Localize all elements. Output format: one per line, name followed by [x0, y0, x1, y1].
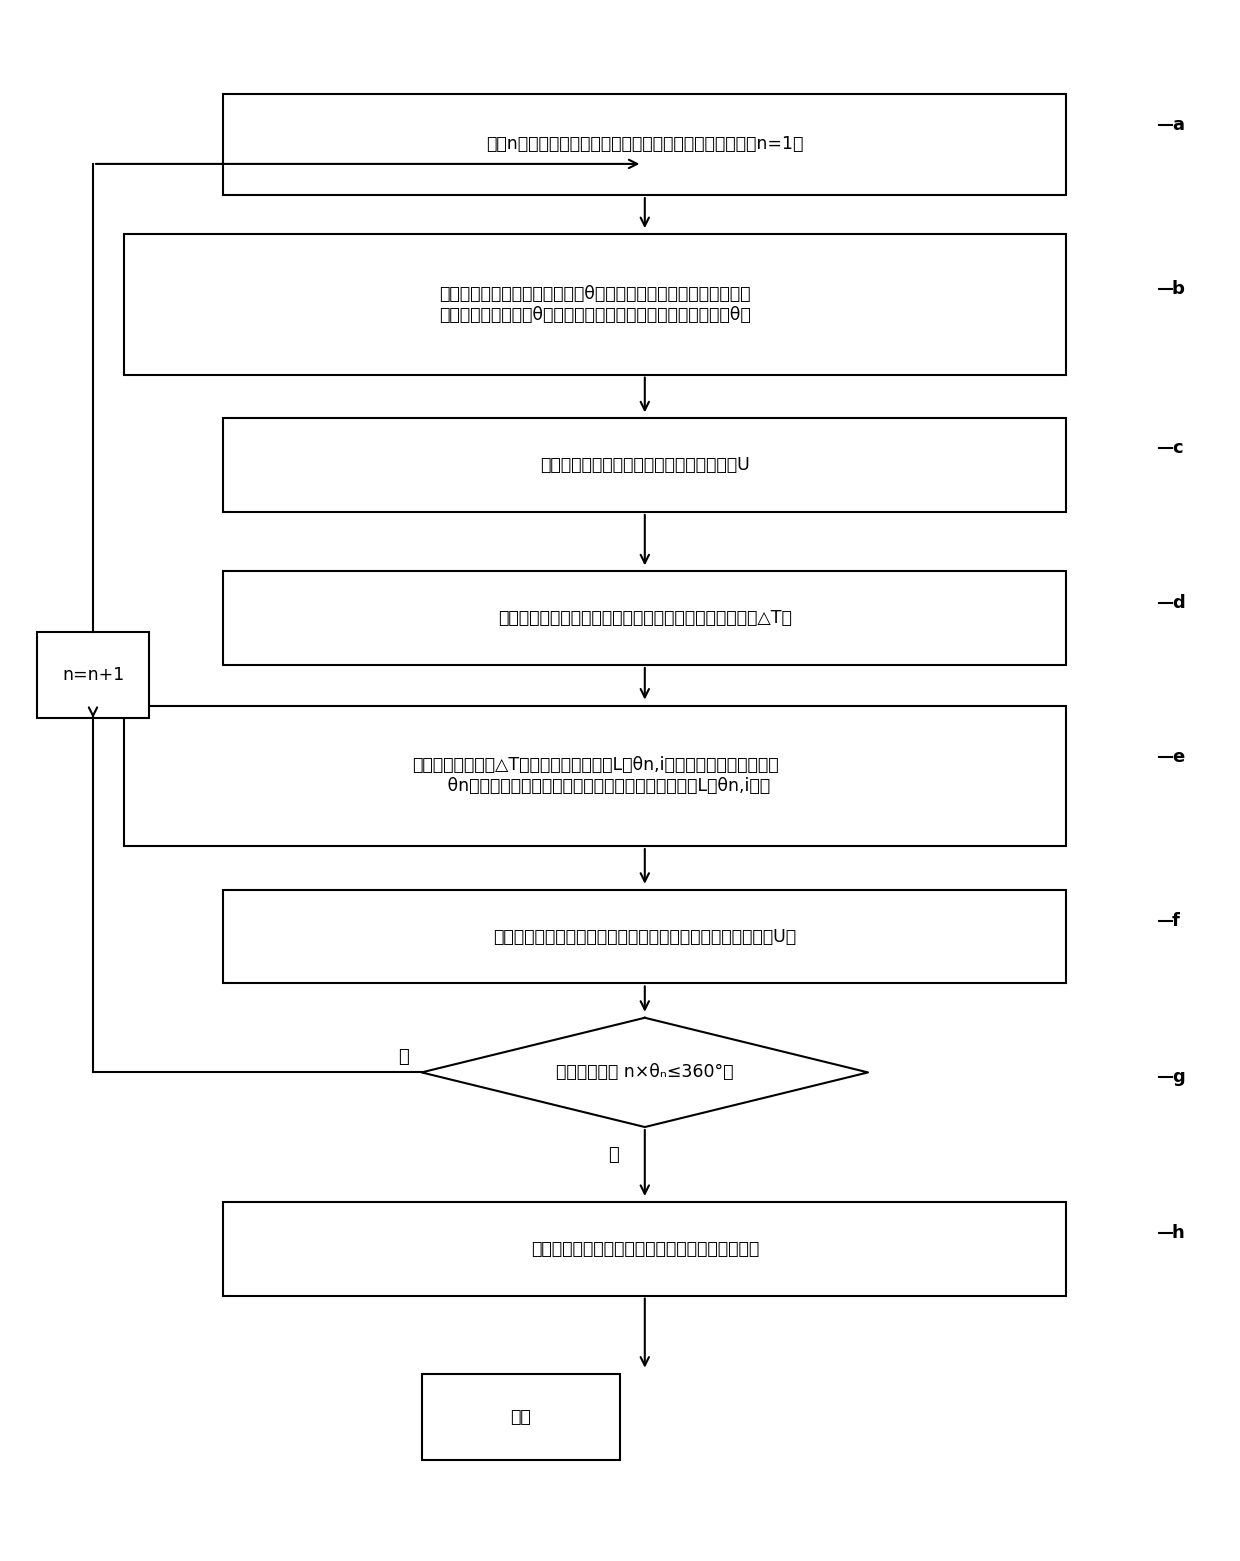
Text: 设定n为开关磁阻电机的转了测量位置的变量，且初始化为n=1；: 设定n为开关磁阻电机的转了测量位置的变量，且初始化为n=1； — [486, 136, 804, 153]
Text: a: a — [1172, 116, 1184, 134]
Text: 计算机通过电流传感器采集相绕组的电流值，采样周期为△T；: 计算机通过电流传感器采集相绕组的电流值，采样周期为△T； — [498, 609, 791, 628]
Text: 给开关磁阻电机的相绕组两端加载阶跃电压U: 给开关磁阻电机的相绕组两端加载阶跃电压U — [539, 456, 750, 475]
FancyBboxPatch shape — [422, 1374, 620, 1460]
Text: f: f — [1172, 912, 1179, 930]
Text: 否: 否 — [609, 1146, 619, 1165]
FancyBboxPatch shape — [223, 94, 1066, 195]
Text: b: b — [1172, 279, 1184, 298]
Text: 编制开关磁阻电机全域非线性电感曲线簇数据表。: 编制开关磁阻电机全域非线性电感曲线簇数据表。 — [531, 1239, 759, 1258]
FancyBboxPatch shape — [223, 418, 1066, 512]
Text: 当相绕组的电流值饱和后，断开加载在相绕组两端的阶跃电压U；: 当相绕组的电流值饱和后，断开加载在相绕组两端的阶跃电压U； — [494, 927, 796, 946]
Text: 控制步进电机旋转一个步进角度θ，步进电机带动开关磁阻电机的转
了轴，旋转步进角度θ，使开关磁阻电机的转了固定在测量位置θ，: 控制步进电机旋转一个步进角度θ，步进电机带动开关磁阻电机的转 了轴，旋转步进角度… — [439, 286, 751, 323]
Text: g: g — [1172, 1068, 1184, 1086]
FancyBboxPatch shape — [223, 890, 1066, 983]
FancyBboxPatch shape — [223, 1202, 1066, 1296]
FancyBboxPatch shape — [37, 632, 149, 718]
Text: e: e — [1172, 748, 1184, 766]
FancyBboxPatch shape — [223, 571, 1066, 665]
Text: 结束: 结束 — [511, 1408, 531, 1425]
Text: 判断是否满足 n×θₙ≤360°；: 判断是否满足 n×θₙ≤360°； — [556, 1063, 734, 1082]
Text: c: c — [1172, 439, 1183, 457]
Text: 是: 是 — [398, 1047, 409, 1066]
Text: n=n+1: n=n+1 — [62, 667, 124, 684]
Text: h: h — [1172, 1224, 1184, 1243]
Text: d: d — [1172, 593, 1184, 612]
FancyBboxPatch shape — [124, 706, 1066, 846]
FancyBboxPatch shape — [124, 234, 1066, 375]
Text: 获取每个采样周期△T内相绕组的瞬时电感L（θn,i），进而获得在转了位置
     θn时，不同的相绕组的电流值对应相绕组的瞬时电感L（θn,i）；: 获取每个采样周期△T内相绕组的瞬时电感L（θn,i），进而获得在转了位置 θn时… — [412, 757, 779, 795]
